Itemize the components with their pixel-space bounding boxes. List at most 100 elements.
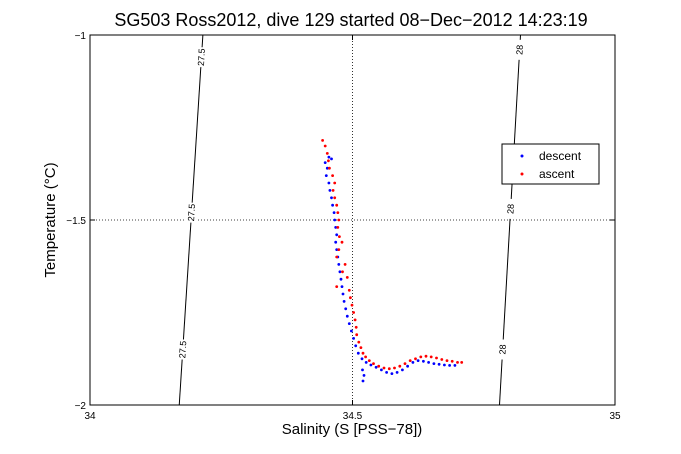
isopycnal-label: 28 (497, 344, 508, 355)
descent-point (360, 357, 364, 361)
ascent-point (347, 288, 351, 292)
descent-point (406, 364, 409, 368)
descent-point (411, 361, 415, 364)
plot-area: 27.5 27.5 27.5 28 28 28 34 34.5 35 −1 −1.5 −2 (66, 31, 621, 422)
ascent-point (321, 139, 324, 142)
ascent-point (323, 144, 327, 148)
descent-point (390, 372, 394, 375)
descent-point (335, 248, 339, 252)
y-tick-label: −1.5 (66, 216, 86, 227)
ascent-point (414, 357, 417, 361)
descent-point (327, 155, 331, 159)
ascent-point (331, 174, 334, 178)
x-tick-label: 35 (609, 411, 621, 422)
ascent-point (435, 356, 438, 360)
descent-point (395, 371, 399, 374)
ascent-point (337, 248, 341, 252)
ascent-point (352, 311, 355, 314)
descent-point (339, 277, 343, 281)
ascent-point (377, 364, 381, 368)
ascent-point (335, 285, 339, 288)
descent-point (325, 166, 329, 170)
isopycnal-label: 28 (505, 204, 516, 215)
descent-point (342, 300, 346, 303)
ascent-point (335, 203, 339, 207)
isopycnal-label-bg (504, 198, 518, 220)
ascent-point (403, 362, 407, 365)
x-tick-label: 34 (84, 411, 96, 422)
descent-point (352, 337, 355, 340)
descent-point (338, 270, 342, 274)
ascent-point (361, 351, 365, 355)
ascent-point (336, 226, 340, 229)
descent-point (361, 368, 364, 372)
y-tick-label: −1 (75, 31, 87, 42)
descent-point (337, 263, 341, 266)
descent-point (362, 374, 366, 377)
x-axis-label: Salinity (S [PSS−78]) (282, 421, 422, 438)
ascent-point (367, 359, 371, 362)
y-axis-label: Temperature (°C) (42, 162, 59, 277)
legend-label-descent: descent (539, 149, 582, 163)
descent-point (340, 285, 344, 288)
ascent-point (355, 333, 359, 337)
ascent-point (382, 366, 386, 370)
isopycnal-label-bg (496, 339, 510, 360)
ascent-point (398, 364, 402, 368)
chart-title: SG503 Ross2012, dive 129 started 08−Dec−… (114, 10, 587, 30)
ascent-point (393, 366, 396, 370)
ascent-point (336, 211, 340, 215)
descent-point (341, 292, 345, 296)
descent-point (356, 351, 360, 355)
descent-point (437, 362, 441, 366)
descent-point (323, 161, 327, 165)
data-points (321, 139, 464, 383)
grid-lines (90, 35, 615, 405)
ascent-point (337, 218, 341, 222)
ascent-point (359, 346, 363, 349)
ascent-point (338, 235, 341, 239)
isopycnal-label-bg (513, 39, 527, 61)
descent-point (374, 365, 378, 369)
isopycnal-label: 27.5 (177, 340, 188, 358)
ascent-point (341, 270, 344, 274)
ascent-point (327, 159, 330, 163)
ascent-point (345, 276, 349, 279)
descent-point (427, 361, 430, 364)
ascent-point (445, 359, 449, 362)
legend-label-ascent: ascent (539, 167, 575, 181)
descent-point (330, 196, 333, 200)
ascent-point (450, 359, 454, 363)
ascent-point (372, 362, 375, 365)
ascent-point (350, 303, 354, 307)
ascent-point (429, 355, 433, 359)
descent-point (380, 368, 383, 372)
descent-point (333, 218, 337, 222)
descent-point (324, 174, 328, 178)
descent-point (354, 344, 358, 348)
descent-point (331, 203, 334, 207)
descent-point (416, 359, 420, 362)
ascent-point (335, 255, 339, 259)
descent-point (422, 359, 425, 363)
ascent-point (364, 355, 367, 359)
descent-point (345, 314, 349, 318)
ascent-point (333, 196, 337, 200)
legend-marker-ascent (520, 172, 524, 176)
descent-point (448, 364, 451, 367)
descent-point (361, 379, 365, 383)
ascent-point (456, 361, 459, 364)
descent-point (401, 368, 404, 372)
legend: descent ascent (501, 143, 600, 185)
descent-point (453, 364, 457, 367)
ascent-point (354, 325, 358, 329)
descent-point (350, 329, 353, 333)
descent-point (334, 226, 338, 229)
descent-point (364, 361, 368, 364)
isopycnal-label: 27.5 (186, 204, 197, 222)
descent-point (347, 322, 351, 325)
y-tick-label: −2 (75, 401, 87, 412)
ascent-point (349, 296, 352, 300)
descent-point (344, 307, 348, 311)
